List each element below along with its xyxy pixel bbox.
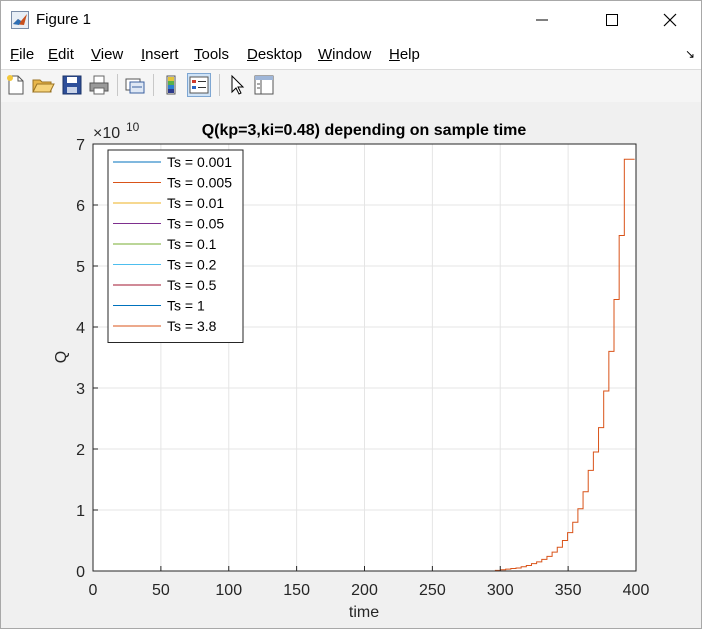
menu-edit-rest: dit [58,46,74,63]
menu-view-mnemonic: V [91,46,101,63]
menu-view-rest: iew [100,46,124,63]
menu-file-rest: ile [19,46,35,63]
y-tick-label: 7 [76,137,85,154]
insert-colorbar-button[interactable] [159,73,183,97]
menu-window-rest: indow [332,46,372,63]
open-file-icon [32,79,55,93]
y-axis-ticks: 0 1 2 3 4 5 6 7 [76,137,98,581]
legend-entry-label: Ts = 0.05 [167,216,224,232]
print-icon [89,75,109,95]
legend[interactable]: Ts = 0.001 Ts = 0.005 Ts = 0.01 Ts = 0.05 Ts… [107,149,244,343]
menu-tools-mnemonic: T [194,46,202,63]
legend-entry-label: Ts = 0.2 [167,257,217,273]
link-plot-button[interactable] [123,73,147,97]
x-tick-label: 50 [152,582,170,599]
title-bar[interactable]: Figure 1 [1,1,701,39]
legend-icon [189,76,209,94]
matlab-logo-icon [11,11,29,29]
minimize-button[interactable] [519,1,565,39]
window-title: Figure 1 [36,11,92,28]
toolbar-separator [153,74,154,96]
save-icon [62,75,82,95]
legend-entry-label: Ts = 0.005 [167,175,232,191]
menu-desktop[interactable]: Desktop [247,46,302,63]
edit-plot-button[interactable] [225,73,249,97]
legend-entry-label: Ts = 0.001 [167,154,232,170]
x-tick-label: 200 [351,582,378,599]
x-tick-label: 400 [623,582,650,599]
menu-tools-rest: ools [201,46,230,63]
x-axis-label: time [349,604,379,621]
x-tick-label: 100 [215,582,242,599]
new-figure-button[interactable] [4,73,28,97]
y-axis-label: Q [53,351,70,363]
menu-desktop-rest: esktop [257,46,303,63]
colorbar-icon [166,75,176,95]
y-tick-label: 2 [76,442,85,459]
insert-legend-button[interactable] [187,73,211,97]
y-tick-label: 5 [76,259,85,276]
toolbar-separator [117,74,118,96]
legend-entry-label: Ts = 3.8 [167,318,217,334]
menu-help-mnemonic: H [389,46,400,63]
dock-figure-arrow-icon[interactable]: ↘ [684,47,695,61]
menu-insert-mnemonic: I [141,46,146,63]
y-tick-label: 3 [76,381,85,398]
menu-edit-mnemonic: E [48,46,59,63]
y-tick-label: 4 [76,320,85,337]
y-exponent-base: ×10 [93,125,120,142]
y-tick-label: 1 [76,503,85,520]
menu-bar: File Edit View Insert Tools Desktop Wind… [1,39,701,69]
new-figure-icon [7,75,24,95]
y-exponent-power: 10 [126,120,140,134]
series-line-8 [93,158,635,572]
toolbar-separator [219,74,220,96]
print-button[interactable] [87,73,111,97]
figure-toolbar [1,69,701,103]
menu-tools[interactable]: Tools [194,46,229,63]
x-tick-label: 0 [89,582,98,599]
menu-help[interactable]: Help [389,46,420,63]
x-axis-ticks: 0 50 100 150 200 250 300 350 400 [89,566,650,599]
x-tick-label: 300 [487,582,514,599]
x-tick-label: 350 [555,582,582,599]
menu-help-rest: elp [399,46,420,63]
y-tick-label: 0 [76,564,85,581]
figure-canvas: 0 50 100 150 200 250 300 350 400 0 1 2 3 4 5 6 7 Q(kp=3… [1,102,701,628]
menu-file-mnemonic: F [10,46,20,63]
menu-file[interactable]: File [10,46,34,63]
legend-entry-label: Ts = 0.01 [167,195,224,211]
legend-entry-label: Ts = 0.1 [167,236,217,252]
menu-window-mnemonic: W [318,46,333,63]
open-file-button[interactable] [31,73,55,97]
menu-edit[interactable]: Edit [48,46,74,63]
menu-insert[interactable]: Insert [141,46,179,63]
property-inspector-icon [254,75,274,95]
minimize-icon [536,19,548,21]
close-button[interactable] [647,1,693,39]
menu-view[interactable]: View [91,46,123,63]
legend-entry-label: Ts = 0.5 [167,277,217,293]
link-plot-icon [125,78,145,94]
chart-title: Q(kp=3,ki=0.48) depending on sample time [202,122,527,139]
menu-desktop-mnemonic: D [247,46,258,63]
plot-chart[interactable]: 0 50 100 150 200 250 300 350 400 0 1 2 3 4 5 6 7 Q(kp=3… [1,102,701,628]
maximize-icon [606,14,618,26]
x-tick-label: 150 [283,582,310,599]
y-tick-label: 6 [76,198,85,215]
legend-entry-label: Ts = 1 [167,298,205,314]
pointer-icon [231,74,245,95]
property-inspector-button[interactable] [252,73,276,97]
menu-window[interactable]: Window [318,46,371,63]
close-icon [663,13,677,27]
save-button[interactable] [60,73,84,97]
x-tick-label: 250 [419,582,446,599]
menu-insert-rest: nsert [145,46,179,63]
y-axis-exponent: ×10 10 [93,120,140,142]
maximize-button[interactable] [589,1,635,39]
